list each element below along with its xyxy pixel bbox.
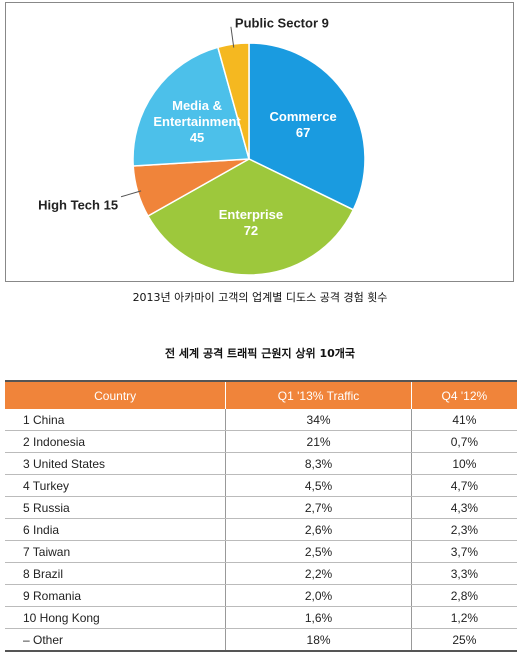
table-cell: 2,7% <box>225 496 412 519</box>
table-cell: 2,2% <box>225 562 412 585</box>
country-cell: 6 India <box>5 518 226 541</box>
slice-value: 15 <box>103 197 119 213</box>
pie-chart <box>120 26 366 276</box>
pie-slice <box>132 46 250 167</box>
country-cell: 5 Russia <box>5 496 226 519</box>
table-row: 3 United States 8,3% 10% <box>5 452 517 475</box>
column-header: Q4 '12% <box>410 380 517 409</box>
chart-frame <box>5 2 514 282</box>
slice-name: High Tech <box>38 197 100 213</box>
table-row: 2 Indonesia 21% 0,7% <box>5 430 517 453</box>
slice-name: Commerce <box>269 109 337 125</box>
country-cell: 9 Romania <box>5 584 226 607</box>
slice-name: Enterprise <box>218 206 284 222</box>
table-cell: 8,3% <box>225 452 412 475</box>
table-cell: 2,3% <box>410 518 517 541</box>
column-header: Country <box>5 380 226 409</box>
pie-slice <box>248 42 366 211</box>
table-cell: 2,6% <box>225 518 412 541</box>
chart-caption: 2013년 아카마이 고객의 업계별 디도스 공격 경험 횟수 <box>132 291 388 304</box>
table-row: 1 China 34% 41% <box>5 409 517 431</box>
table-cell: 41% <box>410 409 517 431</box>
slice-name: Public Sector <box>234 15 318 31</box>
table-cell: 25% <box>410 628 517 652</box>
country-cell: – Other <box>5 628 226 652</box>
outside-label: Public Sector 9 <box>235 15 329 30</box>
leader-line <box>230 26 235 48</box>
table-cell: 4,7% <box>410 474 517 497</box>
table-cell: 2,0% <box>225 584 412 607</box>
table-cell: 0,7% <box>410 430 517 453</box>
traffic-table: Country Q1 '13% Traffic Q4 '12% 1 China 34% 4… <box>5 380 517 652</box>
table-row: 7 Taiwan 2,5% 3,7% <box>5 540 517 563</box>
table-cell: 3,3% <box>410 562 517 585</box>
table-cell: 1,2% <box>410 606 517 629</box>
slice-value: 67 <box>295 125 311 141</box>
table-cell: 3,7% <box>410 540 517 563</box>
leader-line <box>120 190 142 198</box>
slice-label: Commerce 67 <box>248 109 358 141</box>
slice-value: 72 <box>243 222 259 238</box>
country-cell: 1 China <box>5 409 226 431</box>
table-row: – Other 18% 25% <box>5 628 517 652</box>
country-cell: 2 Indonesia <box>5 430 226 453</box>
slice-value: 45 <box>189 129 205 145</box>
table-cell: 4,3% <box>410 496 517 519</box>
country-cell: 10 Hong Kong <box>5 606 226 629</box>
slice-name: Media & Entertainment <box>153 97 241 129</box>
slice-label: Media & Entertainment 45 <box>142 98 252 146</box>
table-row: 4 Turkey 4,5% 4,7% <box>5 474 517 497</box>
country-cell: 8 Brazil <box>5 562 226 585</box>
table-cell: 2,8% <box>410 584 517 607</box>
country-cell: 3 United States <box>5 452 226 475</box>
table-row: 9 Romania 2,0% 2,8% <box>5 584 517 607</box>
table-cell: 10% <box>410 452 517 475</box>
slice-value: 9 <box>321 15 329 31</box>
table-cell: 34% <box>225 409 412 431</box>
table-cell: 1,6% <box>225 606 412 629</box>
table-row: 6 India 2,6% 2,3% <box>5 518 517 541</box>
outside-label: High Tech 15 <box>38 197 118 212</box>
header-row: Country Q1 '13% Traffic Q4 '12% <box>5 380 517 409</box>
country-cell: 4 Turkey <box>5 474 226 497</box>
column-header: Q1 '13% Traffic <box>225 380 412 409</box>
table-row: 8 Brazil 2,2% 3,3% <box>5 562 517 585</box>
table-cell: 21% <box>225 430 412 453</box>
table-cell: 4,5% <box>225 474 412 497</box>
slice-label: Enterprise 72 <box>196 207 306 239</box>
country-cell: 7 Taiwan <box>5 540 226 563</box>
table-title: 전 세계 공격 트래픽 근원지 상위 10개국 <box>164 347 356 360</box>
pie-slice <box>146 158 355 276</box>
table-cell: 18% <box>225 628 412 652</box>
table-row: 5 Russia 2,7% 4,3% <box>5 496 517 519</box>
table-cell: 2,5% <box>225 540 412 563</box>
table-row: 10 Hong Kong 1,6% 1,2% <box>5 606 517 629</box>
